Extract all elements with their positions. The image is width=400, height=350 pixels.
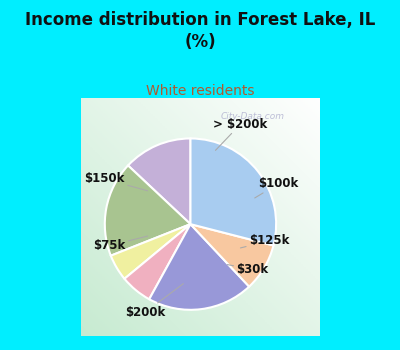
Wedge shape (190, 224, 274, 287)
Wedge shape (128, 139, 190, 224)
Text: $30k: $30k (227, 263, 268, 276)
Wedge shape (105, 166, 190, 256)
Wedge shape (149, 224, 249, 310)
Text: White residents: White residents (146, 84, 254, 98)
Text: > $200k: > $200k (213, 118, 268, 150)
Text: City-Data.com: City-Data.com (220, 112, 284, 121)
Text: $100k: $100k (255, 177, 299, 198)
Text: $125k: $125k (240, 234, 289, 248)
Text: Income distribution in Forest Lake, IL
(%): Income distribution in Forest Lake, IL (… (25, 10, 375, 51)
Text: $200k: $200k (125, 284, 183, 319)
Text: $150k: $150k (85, 173, 148, 191)
Text: $75k: $75k (94, 236, 148, 252)
Wedge shape (190, 139, 276, 245)
Wedge shape (111, 224, 190, 279)
Wedge shape (124, 224, 190, 299)
